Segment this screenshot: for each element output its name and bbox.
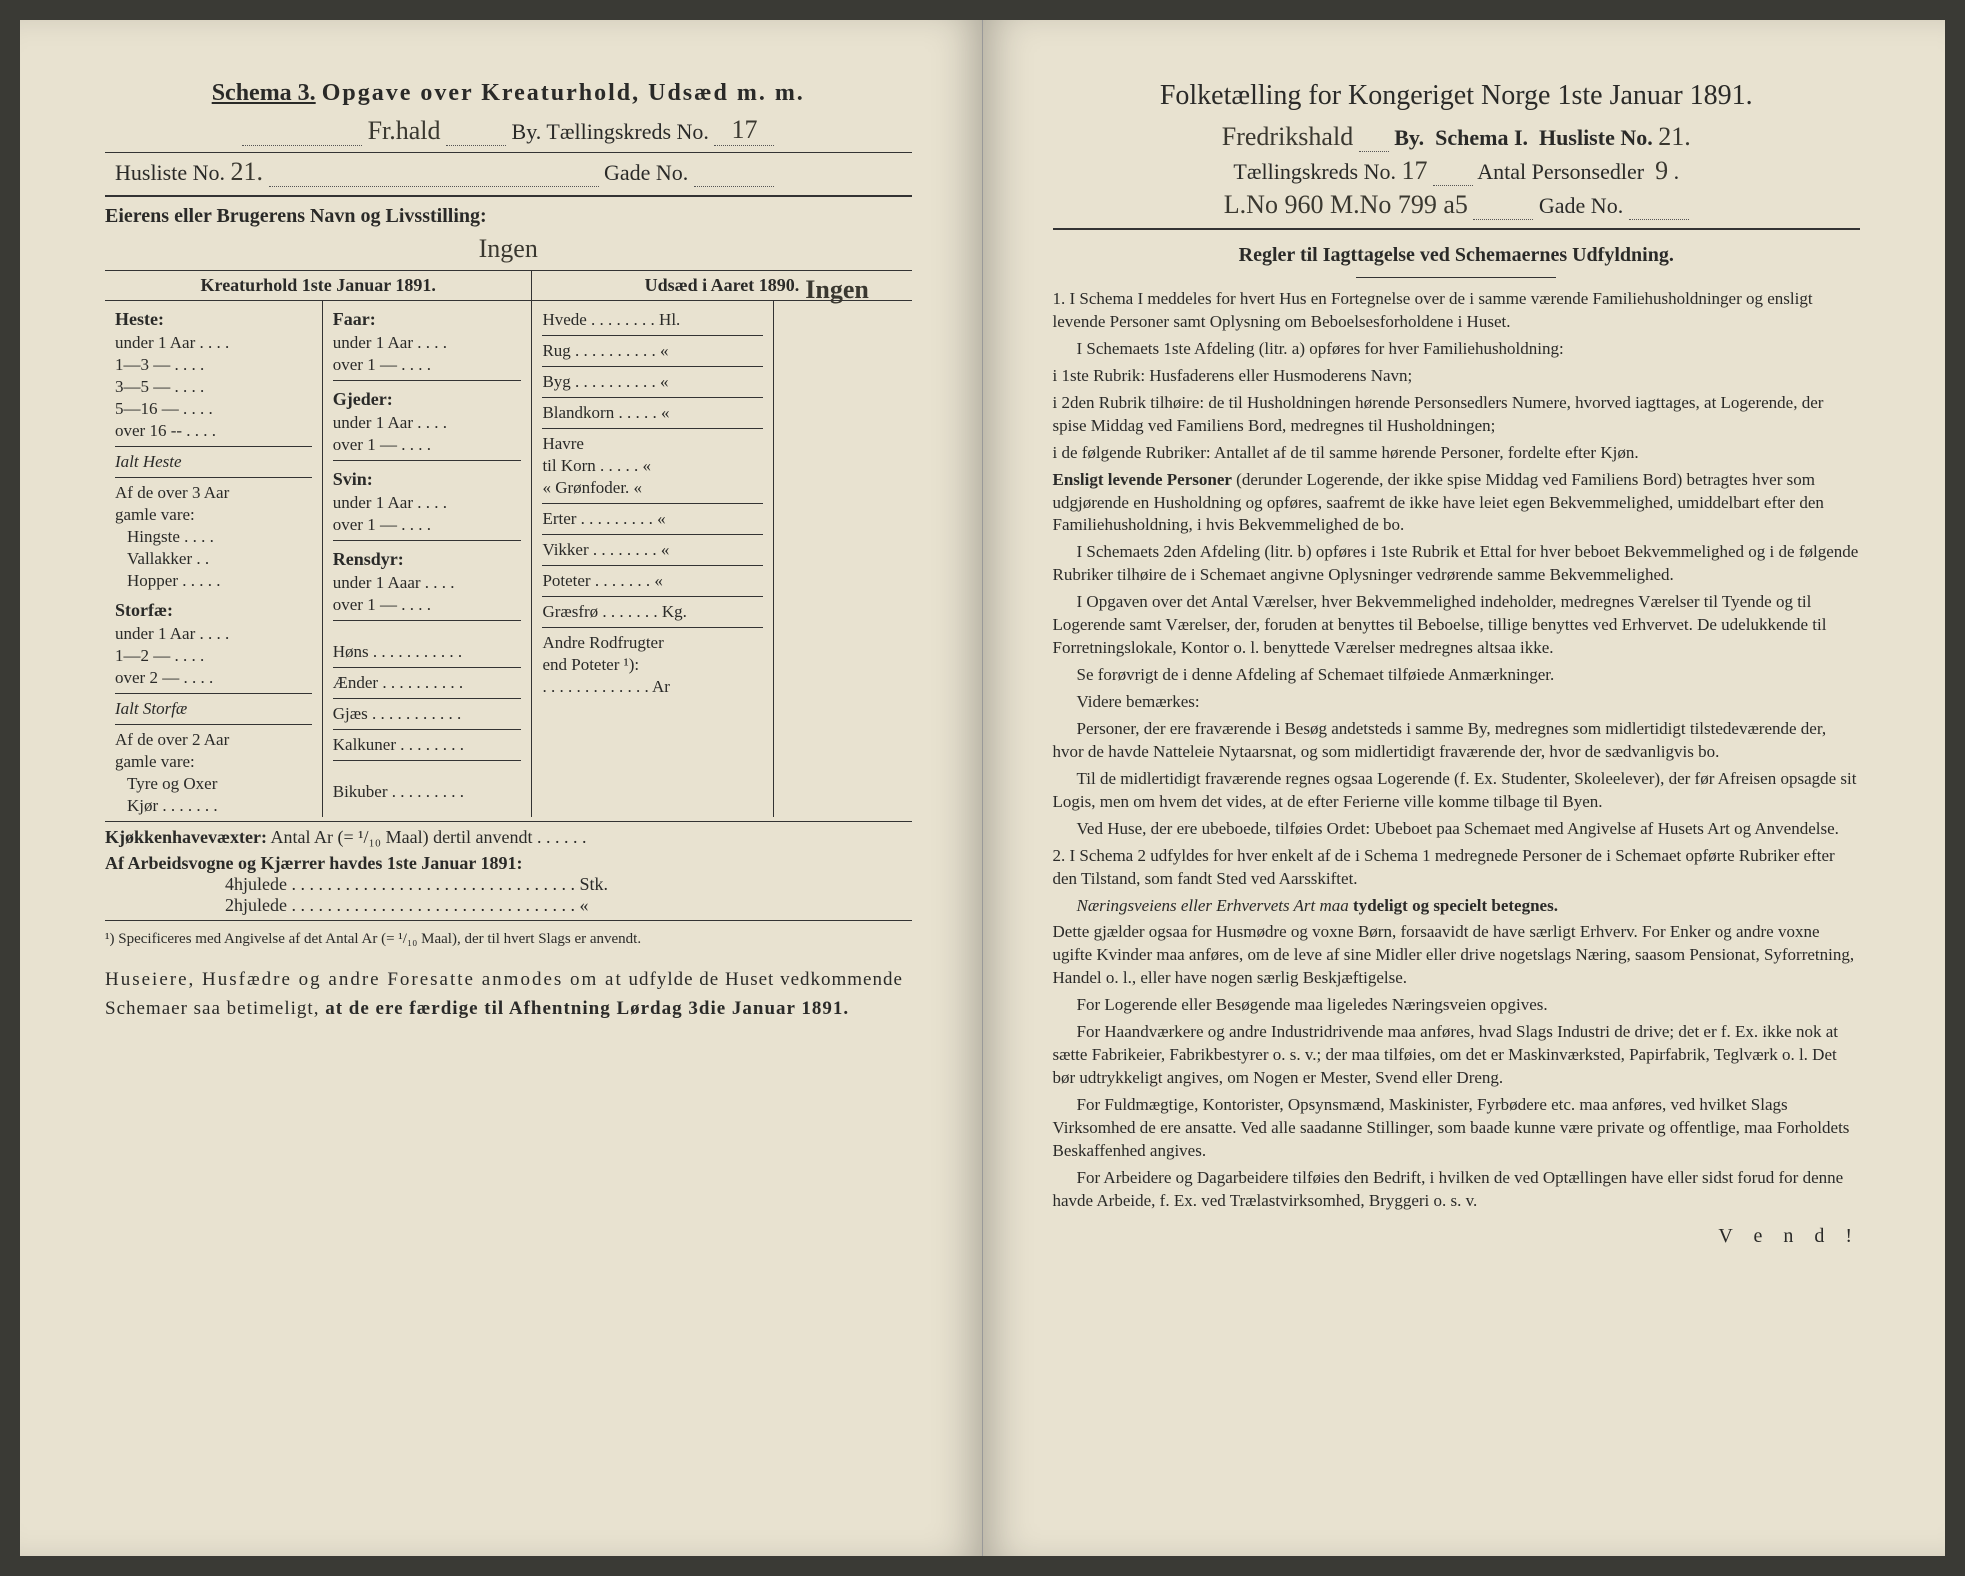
right-city-line: Fredrikshald By. Schema I. Husliste No. … [1053, 122, 1861, 152]
hjul2: 2hjulede . . . . . . . . . . . . . . . .… [105, 895, 912, 916]
arbeidsvogne-line: Af Arbeidsvogne og Kjærrer havdes 1ste J… [105, 853, 912, 874]
rules-header: Regler til Iagttagelse ved Schemaernes U… [1053, 244, 1861, 267]
left-page: Schema 3. Opgave over Kreaturhold, Udsæd… [20, 20, 983, 1556]
right-ref-line: L.No 960 M.No 799 a5 Gade No. [1053, 190, 1861, 220]
husliste-line: Husliste No. 21. Gade No. [105, 157, 912, 187]
right-title: Folketælling for Kongeriget Norge 1ste J… [1053, 80, 1861, 112]
owner-label: Eierens eller Brugerens Navn og Livsstil… [105, 205, 912, 228]
footnote: ¹) Specificeres med Angivelse af det Ant… [105, 931, 912, 948]
city-line: Fr.hald By. Tællingskreds No. 17 [105, 115, 912, 146]
livestock-table: Heste: under 1 Aar . . . . 1—3 — . . . .… [105, 301, 912, 817]
owner-value: Ingen [105, 234, 912, 264]
kjokken-line: Kjøkkenhavevæxter: Kjøkkenhavevæxter: An… [105, 826, 912, 849]
left-title: Schema 3. Opgave over Kreaturhold, Udsæd… [105, 80, 912, 107]
right-page: Folketælling for Kongeriget Norge 1ste J… [983, 20, 1946, 1556]
table-header: Kreaturhold 1ste Januar 1891. Udsæd i Aa… [105, 270, 912, 301]
vend-label: V e n d ! [1053, 1225, 1861, 1248]
book-spread: Schema 3. Opgave over Kreaturhold, Udsæd… [20, 20, 1945, 1556]
right-kreds-line: Tællingskreds No. 17 Antal Personsedler … [1053, 156, 1861, 186]
hjul4: 4hjulede . . . . . . . . . . . . . . . .… [105, 874, 912, 895]
rules-body: 1. I Schema I meddeles for hvert Hus en … [1053, 288, 1861, 1213]
closing-note: Huseiere, Husfædre og andre Foresatte an… [105, 966, 912, 1023]
city-script: Fr.hald [368, 116, 441, 146]
